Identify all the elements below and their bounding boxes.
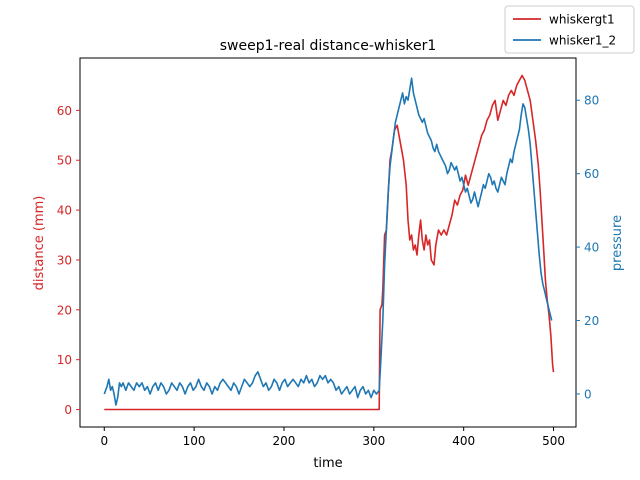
left-y-axis-label: distance (mm) <box>32 196 47 291</box>
left-y-tick-label: 40 <box>57 204 72 218</box>
left-y-tick-label: 30 <box>57 253 72 267</box>
plot-area <box>79 57 577 428</box>
left-y-tick-label: 60 <box>57 104 72 118</box>
chart-title: sweep1-real distance-whisker1 <box>220 38 437 54</box>
right-y-tick-label: 20 <box>584 314 599 328</box>
left-y-tick-label: 10 <box>57 353 72 367</box>
right-y-axis: 0 20 40 60 80 <box>576 94 599 401</box>
legend-label-whiskergt1: whiskergt1 <box>549 13 615 27</box>
x-axis: 0 100 200 300 400 500 <box>100 427 565 448</box>
x-tick-label: 0 <box>100 434 108 448</box>
x-tick-label: 500 <box>542 434 565 448</box>
right-y-axis-label: pressure <box>610 215 625 271</box>
right-y-tick-label: 40 <box>584 241 599 255</box>
left-y-tick-label: 20 <box>57 303 72 317</box>
left-y-tick-label: 0 <box>64 403 72 417</box>
left-y-axis: 0 10 20 30 40 50 60 <box>57 104 80 417</box>
series-line-whisker1-2 <box>103 77 553 406</box>
series-line-whiskergt1 <box>104 74 555 411</box>
right-y-tick-label: 0 <box>584 387 592 401</box>
x-tick-label: 400 <box>452 434 475 448</box>
x-tick-label: 300 <box>362 434 385 448</box>
x-tick-label: 100 <box>183 434 206 448</box>
series-layer <box>103 74 555 411</box>
left-y-tick-label: 50 <box>57 154 72 168</box>
legend: whiskergt1 whisker1_2 <box>504 5 635 54</box>
legend-box <box>504 5 635 54</box>
axes-frame <box>79 57 577 428</box>
x-tick-label: 200 <box>273 434 296 448</box>
x-axis-label: time <box>313 456 342 471</box>
legend-label-whisker1-2: whisker1_2 <box>549 34 616 48</box>
right-y-tick-label: 60 <box>584 167 599 181</box>
right-y-tick-label: 80 <box>584 94 599 108</box>
